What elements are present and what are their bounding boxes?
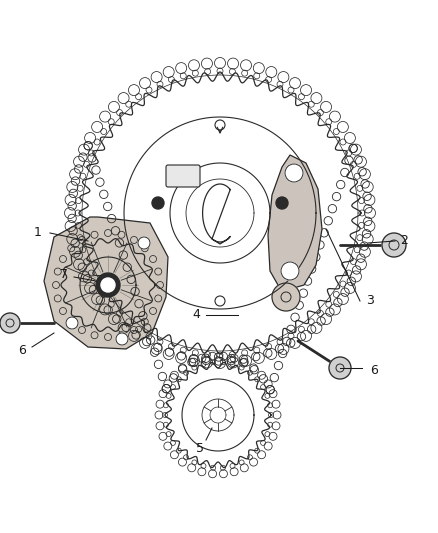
Circle shape: [272, 283, 300, 311]
Circle shape: [0, 313, 20, 333]
Text: 2: 2: [400, 235, 408, 247]
Circle shape: [329, 357, 351, 379]
Text: 5: 5: [196, 441, 204, 455]
Circle shape: [66, 317, 78, 329]
Circle shape: [215, 296, 225, 306]
Circle shape: [281, 262, 299, 280]
Text: 6: 6: [18, 344, 26, 358]
FancyBboxPatch shape: [166, 165, 200, 187]
Circle shape: [285, 164, 303, 182]
Circle shape: [382, 233, 406, 257]
Circle shape: [276, 197, 288, 209]
Circle shape: [152, 197, 164, 209]
Text: 7: 7: [60, 269, 68, 281]
Text: 4: 4: [192, 309, 200, 321]
Circle shape: [116, 333, 128, 345]
Circle shape: [101, 278, 115, 292]
Circle shape: [138, 237, 150, 249]
PathPatch shape: [44, 217, 168, 349]
Text: 6: 6: [370, 365, 378, 377]
Circle shape: [215, 120, 225, 130]
Circle shape: [96, 273, 120, 297]
Text: 1: 1: [34, 227, 42, 239]
PathPatch shape: [268, 155, 322, 289]
Text: 3: 3: [366, 295, 374, 308]
